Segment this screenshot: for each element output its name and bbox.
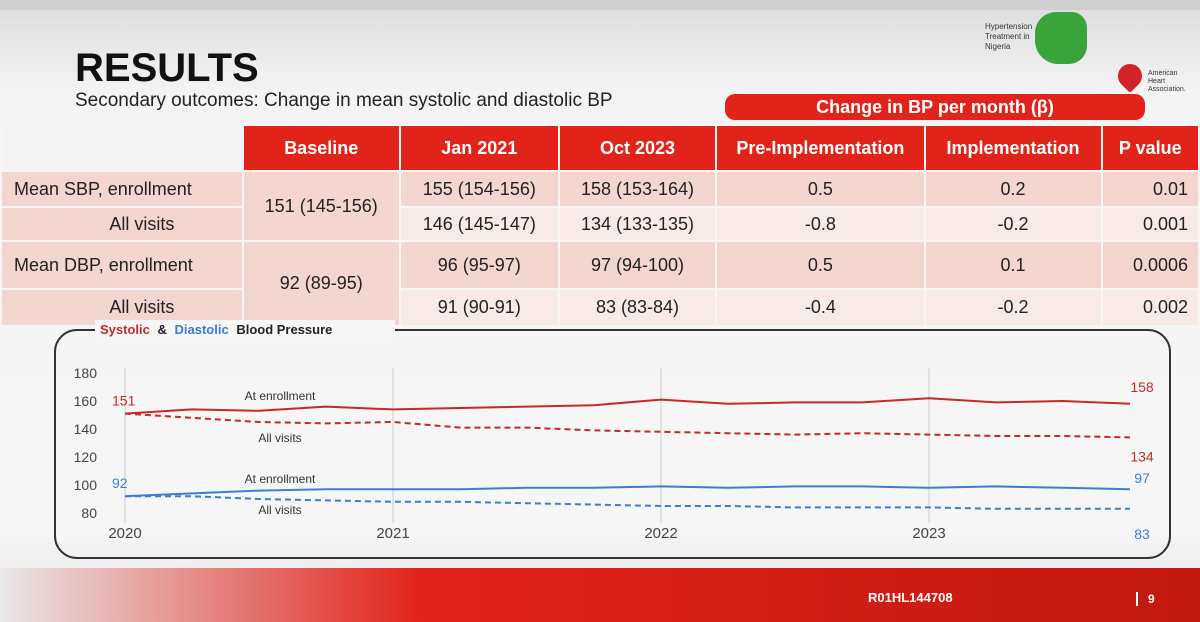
series-label: At enrollment bbox=[245, 389, 316, 403]
table-cell: -0.2 bbox=[923, 206, 1103, 242]
x-tick-label: 2020 bbox=[108, 525, 141, 542]
table-cell: 0.01 bbox=[1100, 170, 1200, 208]
y-tick-label: 80 bbox=[81, 505, 97, 521]
logo-text: Treatment in bbox=[985, 32, 1030, 41]
table-cell: 155 (154-156) bbox=[398, 170, 560, 208]
table-cell: 134 (133-135) bbox=[557, 206, 718, 242]
table-cell: -0.4 bbox=[715, 288, 926, 327]
chart-frame bbox=[54, 329, 1171, 559]
logo-heart bbox=[1113, 59, 1147, 93]
column-header: Implementation bbox=[923, 124, 1103, 172]
footer bbox=[0, 568, 1200, 622]
baseline-cell: 151 (145-156) bbox=[241, 170, 401, 242]
title-part: Systolic bbox=[100, 322, 150, 337]
table-cell: 96 (95-97) bbox=[398, 240, 560, 290]
logo-text: Nigeria bbox=[985, 42, 1011, 51]
end-value-label: 97 bbox=[1134, 470, 1150, 486]
title: RESULTS bbox=[75, 46, 259, 90]
x-tick-label: 2023 bbox=[912, 525, 945, 542]
x-tick-label: 2022 bbox=[644, 525, 677, 542]
row-label: All visits bbox=[0, 288, 244, 327]
column-header: Baseline bbox=[241, 124, 401, 172]
corner-cell bbox=[0, 124, 244, 172]
column-header: P value bbox=[1100, 124, 1200, 172]
logo-text: Association. bbox=[1148, 86, 1186, 93]
table-cell: 158 (153-164) bbox=[557, 170, 718, 208]
table-cell: 83 (83-84) bbox=[557, 288, 718, 327]
end-value-label: 151 bbox=[112, 393, 136, 409]
table-cell: 91 (90-91) bbox=[398, 288, 560, 327]
header-row: Baseline Jan 2021 Oct 2023 Pre-Implementati… bbox=[0, 124, 1200, 172]
series-line bbox=[125, 495, 1130, 510]
table-cell: 0.2 bbox=[923, 170, 1103, 208]
table-cell: 0.0006 bbox=[1100, 240, 1200, 290]
grant-id: R01HL144708 bbox=[868, 590, 953, 605]
results-table: Baseline Jan 2021 Oct 2023 Pre-Implementati… bbox=[0, 124, 1200, 327]
table-cell: 97 (94-100) bbox=[557, 240, 718, 290]
y-tick-label: 120 bbox=[74, 449, 98, 465]
aha-logo: American Heart Association. bbox=[1113, 59, 1188, 110]
series-label: All visits bbox=[258, 503, 301, 517]
logo-text: Hypertension bbox=[985, 22, 1033, 31]
table-cell: 0.001 bbox=[1100, 206, 1200, 242]
table-cell: 0.5 bbox=[715, 240, 926, 290]
title-part: Blood Pressure bbox=[236, 322, 332, 337]
series-label: All visits bbox=[258, 431, 301, 445]
logo-text: Heart bbox=[1148, 78, 1166, 85]
series-line bbox=[124, 485, 1131, 498]
page-number: 9 bbox=[1136, 592, 1155, 606]
title-part: & bbox=[157, 322, 166, 337]
title-bg bbox=[95, 320, 395, 340]
table-cell: -0.2 bbox=[923, 288, 1103, 327]
x-tick-label: 2021 bbox=[376, 525, 409, 542]
row-label: All visits bbox=[0, 206, 244, 242]
column-header: Pre-Implementation bbox=[715, 124, 926, 172]
banner: Change in BP per month (β) bbox=[725, 94, 1145, 120]
chart-title: Systolic & Diastolic Blood Pressure bbox=[100, 322, 332, 337]
htn-logo: Hypertension Treatment in Nigeria bbox=[985, 12, 1095, 72]
column-header: Jan 2021 bbox=[398, 124, 560, 172]
series-line bbox=[124, 397, 1131, 415]
table-row: Mean SBP, enrollment 151 (145-156) 155 (15… bbox=[0, 170, 1200, 242]
end-value-label: 92 bbox=[112, 475, 128, 491]
end-value-label: 158 bbox=[1130, 379, 1154, 395]
row-label: Mean SBP, enrollment bbox=[0, 170, 244, 208]
baseline-cell: 92 (89-95) bbox=[241, 240, 401, 327]
row-label: Mean DBP, enrollment bbox=[0, 240, 244, 290]
table-cell: -0.8 bbox=[715, 206, 926, 242]
table-row: Mean DBP, enrollment 92 (89-95) 96 (95-97)… bbox=[0, 240, 1200, 327]
table-cell: 146 (145-147) bbox=[398, 206, 560, 242]
y-tick-label: 140 bbox=[74, 421, 98, 437]
chart: Systolic & Diastolic Blood Pressure 80 10… bbox=[54, 320, 1171, 559]
table-row: All visits 91 (90-91) 83 (83-84) -0.4 -0.2 0.… bbox=[0, 288, 1200, 327]
title-part: Diastolic bbox=[175, 322, 229, 337]
y-tick-label: 180 bbox=[74, 365, 98, 381]
logo-text-block: American Heart Association. bbox=[1148, 70, 1186, 94]
table-cell: 0.1 bbox=[923, 240, 1103, 290]
table-cell: 0.5 bbox=[715, 170, 926, 208]
logo-text: American bbox=[1148, 70, 1178, 77]
subtitle: Secondary outcomes: Change in mean systo… bbox=[75, 90, 613, 111]
column-header: Oct 2023 bbox=[557, 124, 718, 172]
end-value-label: 83 bbox=[1134, 526, 1150, 542]
y-tick-label: 160 bbox=[74, 393, 98, 409]
table-row: All visits 146 (145-147) 134 (133-135) -0.8… bbox=[0, 206, 1200, 242]
table-cell: 0.002 bbox=[1100, 288, 1200, 327]
y-tick-label: 100 bbox=[74, 477, 98, 493]
top-strip bbox=[0, 0, 1200, 10]
logo-shape bbox=[1035, 12, 1087, 64]
end-value-label: 134 bbox=[1130, 448, 1154, 464]
series-line bbox=[124, 412, 1131, 439]
series-label: At enrollment bbox=[245, 472, 316, 486]
